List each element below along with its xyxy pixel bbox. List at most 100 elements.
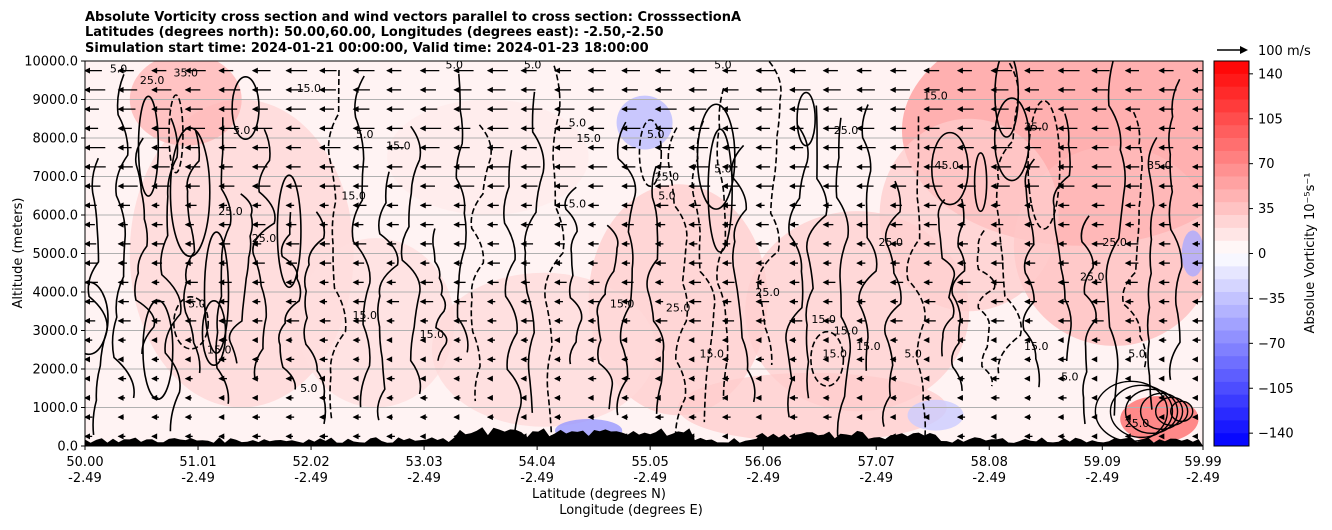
wind-vector-304 <box>1158 279 1170 286</box>
wind-vector-75 <box>319 394 326 401</box>
y-tick-label-8: 8000.0 <box>33 132 79 147</box>
wind-vector-head <box>889 375 896 382</box>
contour-line-7 <box>252 128 276 381</box>
wind-vector-105 <box>184 375 193 382</box>
wind-vector-662 <box>621 67 640 74</box>
wind-vector-head <box>319 125 326 132</box>
wind-vector-head <box>1191 240 1198 247</box>
wind-vector-228 <box>889 317 903 324</box>
wind-vector-31 <box>1124 433 1131 440</box>
x-tick-label-lat-8: 58.08 <box>971 455 1008 470</box>
x-tick-label-lat-9: 59.09 <box>1084 455 1121 470</box>
wind-vector-head <box>990 125 997 132</box>
wind-vector-373 <box>1191 240 1200 247</box>
wind-vector-492 <box>621 163 636 170</box>
wind-vector-head <box>1057 202 1064 209</box>
wind-vector-head <box>688 106 695 113</box>
wind-vector-head <box>1091 337 1098 344</box>
contour-label-4: 5.0 <box>233 124 251 137</box>
colorbar-band <box>1214 356 1249 369</box>
wind-vector-head <box>923 67 930 74</box>
contour-loop-4 <box>696 103 736 210</box>
wind-vector-536 <box>956 144 974 151</box>
wind-vector-43 <box>386 414 393 421</box>
wind-vector-510 <box>85 144 106 151</box>
wind-vector-34 <box>85 414 93 421</box>
contour-labels: 5.025.035.015.05.025.015.05.05.015.025.0… <box>110 61 1172 430</box>
wind-vector-head <box>251 375 258 382</box>
chart-title-line-3: Simulation start time: 2024-01-21 00:00:… <box>85 41 649 56</box>
wind-vector-503 <box>990 163 1012 170</box>
wind-vector-178 <box>352 337 361 344</box>
wind-vector-head <box>822 414 829 421</box>
wind-vector-head <box>319 317 326 324</box>
wind-vector-head <box>554 86 561 93</box>
wind-vector-153 <box>654 356 661 363</box>
wind-vector-head <box>319 260 326 267</box>
wind-vector-head <box>218 144 225 151</box>
wind-vector-head <box>1191 317 1198 324</box>
x-tick-label-lat-7: 57.07 <box>858 455 895 470</box>
contour-label-2: 35.0 <box>173 66 198 79</box>
wind-vector-452 <box>419 183 435 190</box>
wind-vector-head <box>1091 298 1098 305</box>
wind-vector-119 <box>654 375 661 382</box>
wind-vector-head <box>151 163 158 170</box>
wind-vector-head <box>621 298 628 305</box>
wind-vector-219 <box>587 317 596 324</box>
wind-vector-106 <box>218 375 227 382</box>
contour-loop-0 <box>994 61 1020 138</box>
wind-vector-head <box>1024 298 1031 305</box>
wind-vector-head <box>117 317 124 324</box>
wind-vector-head <box>1057 221 1064 228</box>
wind-vector-head <box>218 375 225 382</box>
wind-vector-278 <box>285 279 295 286</box>
wind-vector-head <box>923 221 930 228</box>
wind-vector-555 <box>453 125 471 132</box>
wind-vector-head <box>789 394 796 401</box>
wind-vector-head <box>654 375 661 382</box>
wind-vector-head <box>218 298 225 305</box>
wind-vector-head <box>251 414 258 421</box>
wind-vector-head <box>486 106 493 113</box>
wind-vector-449 <box>319 183 341 190</box>
wind-vector-550 <box>285 125 301 132</box>
contour-line-13 <box>400 125 422 395</box>
wind-vector-120 <box>688 375 695 382</box>
wind-vector-172 <box>151 337 158 344</box>
wind-vector-237 <box>1191 317 1203 324</box>
wind-vector-412 <box>218 202 227 209</box>
colorbar-band <box>1214 292 1249 305</box>
wind-vector-102 <box>85 375 90 382</box>
wind-vector-633 <box>789 86 811 93</box>
wind-vector-517 <box>319 144 341 151</box>
wind-vector-500 <box>889 163 912 170</box>
wind-vector-head <box>520 414 527 421</box>
wind-vector-374 <box>85 221 95 228</box>
contour-line-6 <box>228 193 254 364</box>
wind-vector-head <box>621 356 628 363</box>
wind-vector-head <box>688 221 695 228</box>
wind-vector-134 <box>1158 375 1165 382</box>
contour-line-14 <box>432 228 448 361</box>
wind-vector-head <box>621 106 628 113</box>
wind-vector-head <box>319 356 326 363</box>
wind-vector-319 <box>520 260 531 267</box>
colorbar-band <box>1214 150 1249 164</box>
wind-vector-403 <box>1057 221 1070 228</box>
wind-vector-head <box>721 337 728 344</box>
wind-vector-head <box>889 202 896 209</box>
wind-vector-110 <box>352 375 359 382</box>
contour-line-38 <box>995 62 1022 375</box>
wind-vector-569 <box>923 125 940 132</box>
wind-vector-571 <box>990 125 1012 132</box>
wind-vector-head <box>1091 183 1098 190</box>
wind-vector-head <box>319 414 326 421</box>
wind-vector-head <box>856 144 863 151</box>
wind-vector-head <box>520 279 527 286</box>
wind-vector-549 <box>251 125 273 132</box>
wind-vector-head <box>184 240 191 247</box>
wind-vector-head <box>218 317 225 324</box>
wind-vector-head <box>721 163 728 170</box>
